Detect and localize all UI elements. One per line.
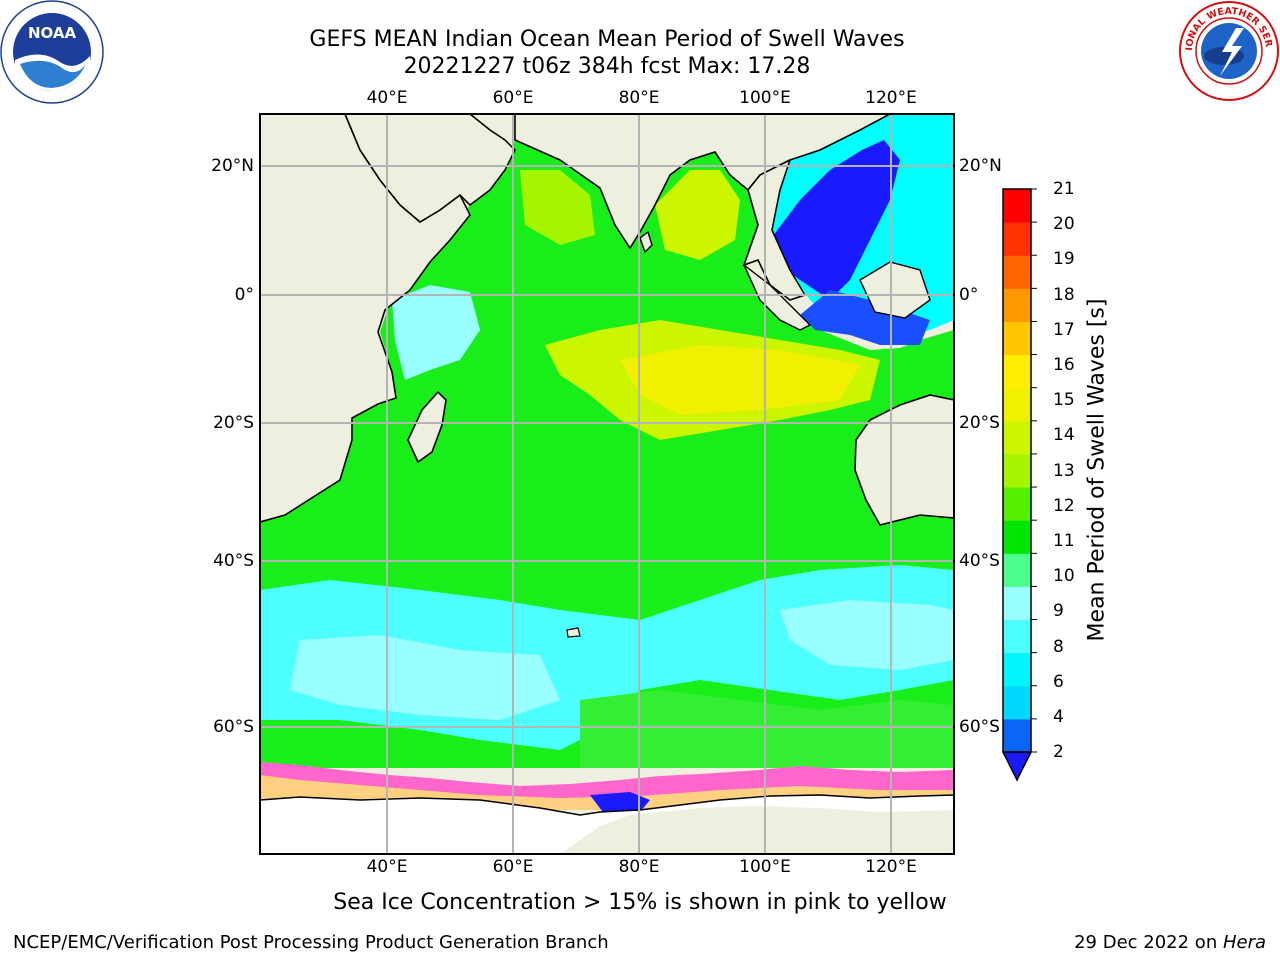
bay-of-bengal-zone — [655, 170, 740, 260]
colorbar-segment — [1003, 685, 1031, 720]
colorbar-tick-label: 9 — [1053, 601, 1064, 621]
colorbar — [1003, 189, 1031, 753]
lon-tick-bottom-100e: 100°E — [739, 857, 791, 877]
colorbar-tick-label: 14 — [1053, 425, 1075, 445]
lon-tick-top-60e: 60°E — [492, 88, 534, 108]
lon-tick-bottom-80e: 80°E — [618, 857, 660, 877]
lon-tick-bottom-120e: 120°E — [865, 857, 917, 877]
mozambique-channel-zone — [392, 285, 480, 380]
colorbar-segment — [1003, 487, 1031, 521]
antarctic-coastline — [260, 794, 954, 816]
map-frame — [259, 113, 955, 855]
lat-tick-right-60s: 60°S — [959, 717, 1000, 737]
chart-subtitle: 20221227 t06z 384h fcst Max: 17.28 — [403, 54, 811, 79]
colorbar-tick-label: 15 — [1053, 390, 1075, 410]
colorbar-tick-label: 2 — [1053, 742, 1064, 762]
madagascar-land — [407, 390, 447, 464]
colorbar-tick-label: 12 — [1053, 496, 1075, 516]
colorbar-segment — [1003, 288, 1031, 322]
kerguelen-island — [566, 627, 581, 638]
colorbar-segment — [1003, 453, 1031, 488]
colorbar-segment — [1003, 222, 1031, 256]
nws-logo: NATIONAL WEATHER SERVICE — [1178, 0, 1279, 101]
colorbar-tick-label: 20 — [1053, 214, 1075, 234]
lon-tick-top-120e: 120°E — [865, 88, 917, 108]
colorbar-tick-label: 8 — [1053, 637, 1064, 657]
colorbar-segment — [1003, 189, 1031, 223]
colorbar-tick-label: 16 — [1053, 355, 1075, 375]
lat-tick-left-20n: 20°N — [211, 156, 254, 176]
colorbar-tick-marks — [1031, 188, 1037, 753]
south-china-sea — [770, 140, 900, 300]
colorbar-tick-label: 13 — [1053, 461, 1075, 481]
colorbar-tick-label: 10 — [1053, 566, 1075, 586]
southeast-cyan — [780, 600, 954, 670]
sumatra-land — [743, 264, 812, 331]
lat-tick-right-40s: 40°S — [959, 551, 1000, 571]
lat-tick-left-20s: 20°S — [213, 413, 254, 433]
sri-lanka-land — [639, 230, 653, 254]
colorbar-tick-label: 19 — [1053, 249, 1075, 269]
lat-tick-right-0: 0° — [959, 285, 979, 305]
colorbar-segment — [1003, 619, 1031, 654]
arabian-sea-zone — [520, 170, 595, 245]
sea-ice-footnote: Sea Ice Concentration > 15% is shown in … — [333, 890, 947, 915]
credit-left: NCEP/EMC/Verification Post Processing Pr… — [13, 932, 609, 953]
colorbar-tick-label: 11 — [1053, 531, 1075, 551]
east-yellow-zone — [620, 345, 860, 415]
colorbar-segment — [1003, 354, 1031, 389]
colorbar-segment — [1003, 652, 1031, 687]
credit-system: Hera — [1222, 932, 1266, 953]
lon-tick-bottom-40e: 40°E — [366, 857, 408, 877]
colorbar-under-triangle — [1001, 751, 1033, 782]
india-land — [514, 114, 891, 250]
lat-tick-left-60s: 60°S — [213, 717, 254, 737]
sea-ice-blue-patch — [590, 792, 650, 815]
colorbar-tick-label: 4 — [1053, 707, 1064, 727]
lon-tick-top-40e: 40°E — [366, 88, 408, 108]
antarctic-green-rim — [580, 690, 954, 768]
colorbar-tick-label: 21 — [1053, 179, 1075, 199]
lat-tick-right-20s: 20°S — [959, 413, 1000, 433]
svg-text:NOAA: NOAA — [28, 24, 77, 42]
lat-tick-right-20n: 20°N — [959, 156, 1002, 176]
colorbar-frame — [1002, 188, 1032, 753]
colorbar-segment — [1003, 553, 1031, 587]
antarctica-land — [560, 806, 954, 854]
lon-tick-top-80e: 80°E — [618, 88, 660, 108]
credit-date: 29 Dec 2022 on — [1074, 932, 1223, 953]
chart-title: GEFS MEAN Indian Ocean Mean Period of Sw… — [309, 27, 905, 52]
colorbar-label: Mean Period of Swell Waves [s] — [1084, 298, 1110, 642]
colorbar-tick-label: 18 — [1053, 285, 1075, 305]
lon-tick-bottom-60e: 60°E — [492, 857, 534, 877]
lon-tick-top-100e: 100°E — [739, 88, 791, 108]
lat-tick-left-0: 0° — [234, 285, 254, 305]
colorbar-segment — [1003, 255, 1031, 289]
colorbar-segment — [1003, 718, 1031, 753]
colorbar-segment — [1003, 420, 1031, 455]
lat-tick-left-40s: 40°S — [213, 551, 254, 571]
colorbar-segment — [1003, 520, 1031, 554]
colorbar-segment — [1003, 321, 1031, 356]
noaa-logo: NOAA — [0, 0, 104, 104]
colorbar-segment — [1003, 387, 1031, 422]
colorbar-tick-label: 6 — [1053, 672, 1064, 692]
java-sea — [800, 290, 930, 345]
map-gridlines — [260, 114, 954, 854]
colorbar-segment — [1003, 586, 1031, 621]
colorbar-tick-label: 17 — [1053, 320, 1075, 340]
credit-right: 29 Dec 2022 on Hera — [1074, 932, 1266, 953]
southern-light-cyan — [290, 635, 560, 720]
